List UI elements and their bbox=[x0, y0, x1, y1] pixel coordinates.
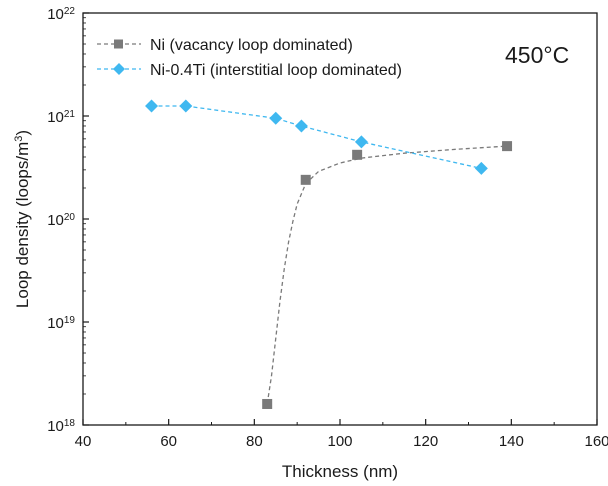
x-tick-label: 80 bbox=[246, 433, 263, 450]
y-tick-label: 1018 bbox=[47, 418, 75, 436]
niti-data-point bbox=[145, 99, 159, 113]
niti-data-point bbox=[474, 161, 488, 175]
fit-curves bbox=[151, 105, 508, 405]
niti-data-point bbox=[179, 99, 193, 113]
y-tick-label: 1020 bbox=[47, 212, 75, 230]
x-tick-label: 100 bbox=[327, 433, 352, 450]
x-tick-label: 160 bbox=[584, 433, 608, 450]
y-tick-label: 1022 bbox=[47, 6, 75, 24]
y-axis-title-sup: 3 bbox=[13, 136, 25, 142]
niti-data-point bbox=[269, 111, 283, 125]
niti-data-point bbox=[354, 135, 368, 149]
y-axis-title-base: Loop density (loops/m bbox=[13, 142, 32, 308]
niti-trend-line bbox=[151, 105, 482, 170]
legend-marker-niti bbox=[113, 63, 125, 75]
ni-fit-curve bbox=[266, 145, 508, 405]
y-tick-label: 1019 bbox=[47, 315, 75, 333]
x-tick-label: 140 bbox=[499, 433, 524, 450]
legend-marker-ni bbox=[114, 39, 123, 49]
legend-label-niti: Ni-0.4Ti (interstitial loop dominated) bbox=[150, 62, 402, 79]
y-tick-label: 1021 bbox=[47, 109, 75, 127]
x-tick-label: 40 bbox=[75, 433, 92, 450]
niti-data-point bbox=[294, 119, 308, 133]
legend-label-ni: Ni (vacancy loop dominated) bbox=[150, 37, 353, 54]
y-axis-title-tail: ) bbox=[13, 130, 32, 136]
y-axis-title: Loop density (loops/m3) bbox=[13, 130, 32, 308]
ni-data-point bbox=[502, 141, 513, 152]
ni-data-point bbox=[300, 174, 311, 185]
data-markers bbox=[145, 99, 513, 409]
x-tick-label: 120 bbox=[413, 433, 438, 450]
ni-data-point bbox=[352, 149, 363, 160]
temperature-annotation: 450°C bbox=[505, 42, 569, 68]
x-axis-title: Thickness (nm) bbox=[282, 462, 398, 481]
x-tick-label: 60 bbox=[160, 433, 177, 450]
legend: Ni (vacancy loop dominated) Ni-0.4Ti (in… bbox=[97, 37, 402, 79]
ni-data-point bbox=[262, 398, 273, 409]
axis-ticks: 40 60 80 100 120 140 160 1018 1019 1020 1021 1022 bbox=[47, 6, 608, 451]
